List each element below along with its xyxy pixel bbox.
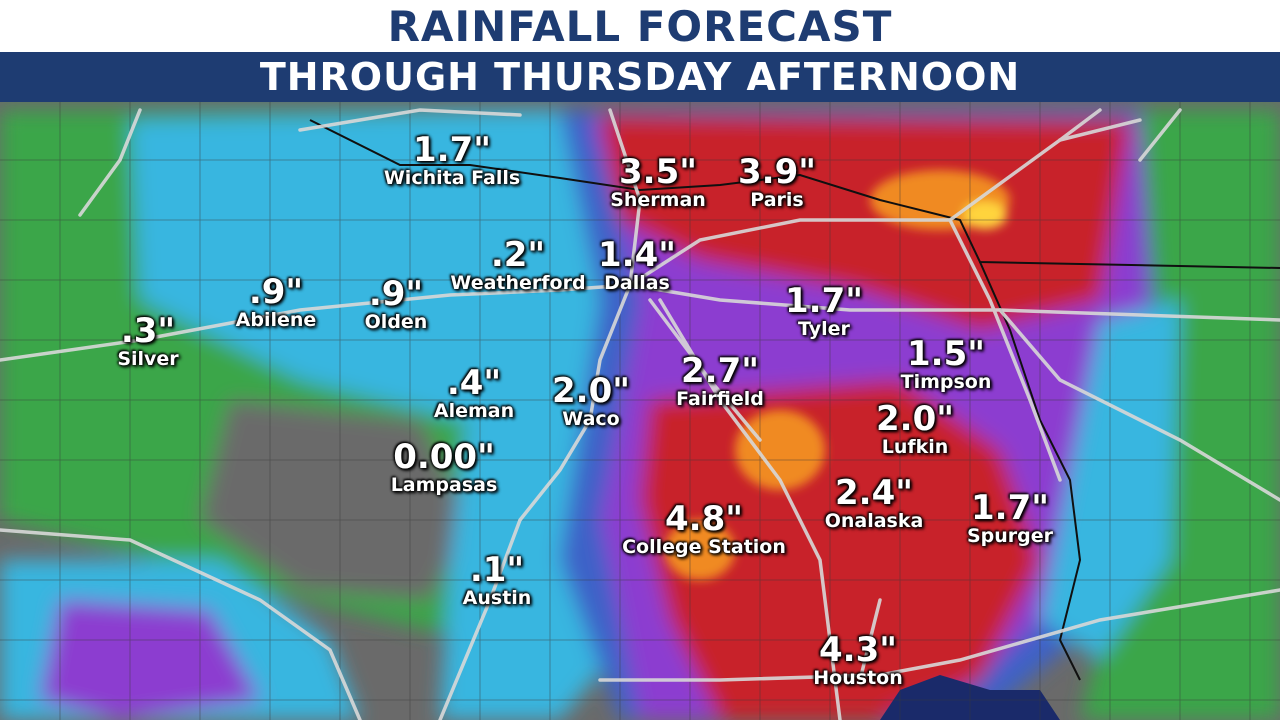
city-name: Onalaska [824,510,924,532]
location-label-waco: 2.0" Waco [552,374,630,430]
city-name: Wichita Falls [383,167,521,189]
city-name: Spurger [966,525,1054,547]
rainfall-amount: .9" [368,274,424,314]
city-name: Silver [117,348,179,370]
location-label-spurger: 1.7" Spurger [967,491,1053,547]
highways [0,108,1280,720]
location-label-dallas: 1.4" Dallas [598,238,676,294]
rainfall-amount: .9" [248,272,304,312]
rainfall-amount: 2.7" [681,351,759,391]
map-subtitle: THROUGH THURSDAY AFTERNOON [259,55,1021,99]
rainfall-amount: 4.3" [819,630,897,670]
dry-zone-central [200,400,470,600]
location-label-austin: .1" Austin [463,553,532,609]
rain-peak-central-orange [735,410,825,490]
city-name: Weatherford [450,272,586,294]
location-label-fairfield: 2.7" Fairfield [676,354,764,410]
location-label-wichita-falls: 1.7" Wichita Falls [384,133,520,189]
subtitle-bar: THROUGH THURSDAY AFTERNOON [0,52,1280,102]
rain-peak-cs-orange [665,520,735,580]
location-label-onalaska: 2.4" Onalaska [825,476,924,532]
location-label-college-station: 4.8" College Station [622,502,786,558]
location-label-aleman: .4" Aleman [434,366,514,422]
city-name: Sherman [610,189,706,211]
city-name: Houston [813,667,903,689]
location-label-lufkin: 2.0" Lufkin [876,402,954,458]
location-label-houston: 4.3" Houston [813,633,902,689]
city-name: College Station [622,536,786,558]
rainfall-amount: 1.4" [598,235,676,275]
location-label-tyler: 1.7" Tyler [785,284,863,340]
rainfall-amount: 1.7" [971,488,1049,528]
location-label-lampasas: 0.00" Lampasas [391,440,498,496]
title-bar: RAINFALL FORECAST [0,0,1280,52]
location-label-timpson: 1.5" Timpson [901,337,992,393]
location-label-paris: 3.9" Paris [738,155,816,211]
rainfall-amount: 2.0" [552,371,630,411]
city-name: Tyler [798,318,850,340]
city-name: Timpson [900,371,992,393]
city-name: Waco [562,408,620,430]
city-name: Abilene [235,309,317,331]
rain-peak-north-yellow [963,201,1007,229]
rainfall-amount: .3" [120,311,176,351]
city-name: Olden [364,311,428,333]
rainfall-amount: 3.9" [738,152,816,192]
rainfall-amount: 1.5" [907,334,985,374]
rainfall-amount: 1.7" [785,281,863,321]
location-label-silver: .3" Silver [117,314,178,370]
rainfall-amount: .2" [490,235,546,275]
city-name: Lufkin [881,436,949,458]
rainfall-amount: .4" [446,363,502,403]
location-label-abilene: .9" Abilene [236,275,317,331]
rainfall-amount: 4.8" [665,499,743,539]
rain-zone-red-north [600,115,1130,330]
city-name: Austin [462,587,532,609]
state-border [309,119,1280,269]
city-name: Aleman [433,400,515,422]
location-label-olden: .9" Olden [365,277,428,333]
city-name: Dallas [604,272,670,294]
rainfall-amount: 1.7" [413,130,491,170]
city-name: Paris [750,189,804,211]
rainfall-amount: 2.4" [835,473,913,513]
city-name: Lampasas [390,474,498,496]
state-border-east [979,261,1082,681]
location-label-weatherford: .2" Weatherford [450,238,585,294]
rain-zone-southwest-purple [40,600,260,720]
city-name: Fairfield [676,388,764,410]
rainfall-amount: 3.5" [619,152,697,192]
location-label-sherman: 3.5" Sherman [610,155,706,211]
map-title: RAINFALL FORECAST [387,1,893,51]
rainfall-amount: .1" [469,550,525,590]
rainfall-amount: 0.00" [393,437,495,477]
rainfall-amount: 2.0" [876,399,954,439]
